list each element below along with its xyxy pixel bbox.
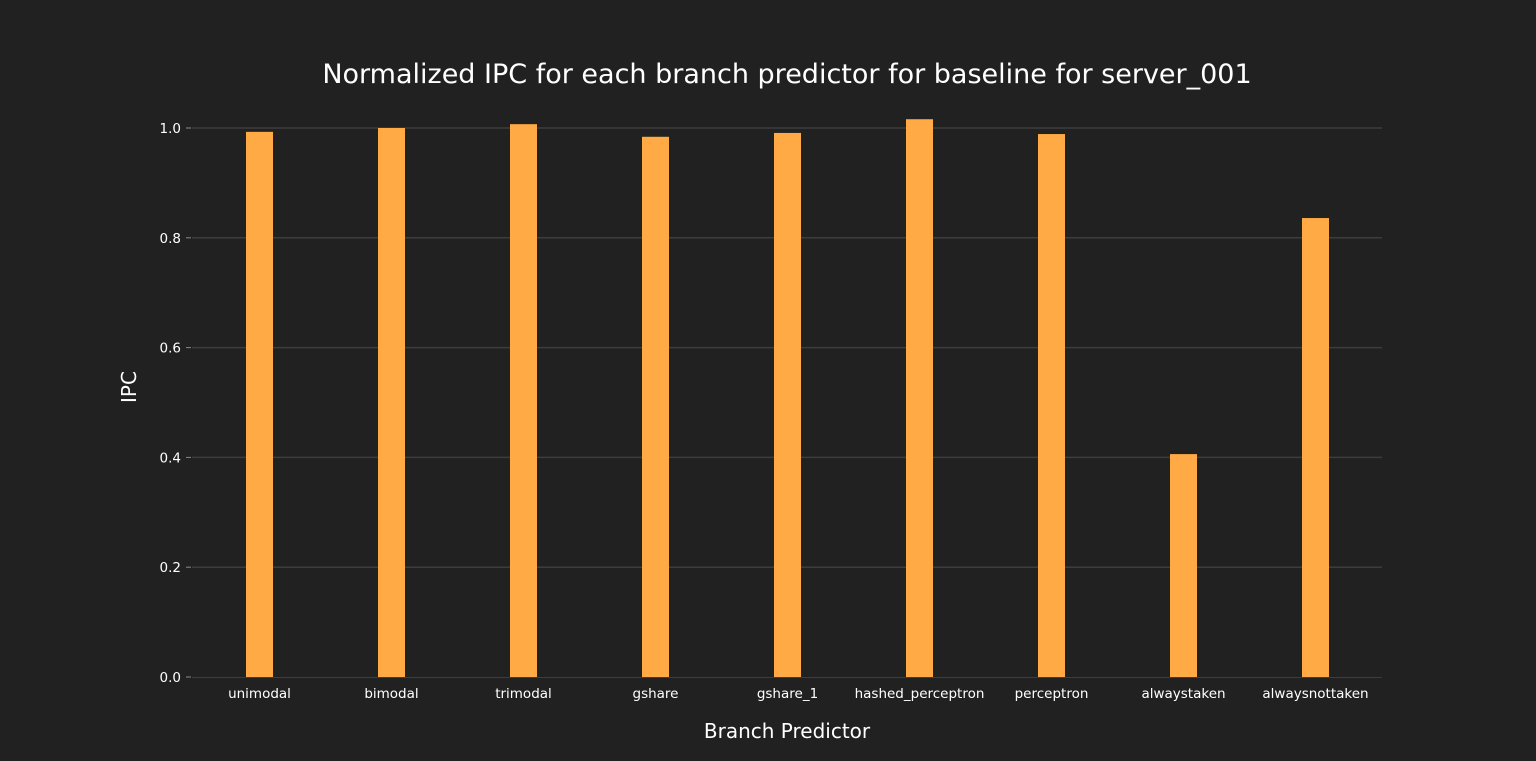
bar-hashed_perceptron xyxy=(906,119,933,677)
bar-perceptron xyxy=(1038,134,1065,677)
bar-alwaystaken xyxy=(1170,454,1197,677)
bars xyxy=(246,119,1329,678)
y-tick-label: 0.4 xyxy=(160,450,181,466)
x-tick-label: hashed_perceptron xyxy=(855,686,985,702)
bar-alwaysnottaken xyxy=(1302,218,1329,677)
bar-trimodal xyxy=(510,124,537,678)
bar-bimodal xyxy=(378,128,405,677)
y-tick-label: 0.8 xyxy=(160,231,181,247)
bar-gshare_1 xyxy=(774,132,801,678)
x-axis-label: Branch Predictor xyxy=(704,719,871,743)
y-tick-label: 1.0 xyxy=(160,121,181,137)
x-tick-label: alwaysnottaken xyxy=(1262,686,1368,702)
x-axis-ticks: unimodal bimodal trimodal gshare gshare_1 has… xyxy=(228,686,1369,702)
bar-gshare xyxy=(642,136,669,677)
y-axis-label: IPC xyxy=(117,371,141,403)
x-tick-label: perceptron xyxy=(1015,686,1089,702)
x-tick-label: gshare xyxy=(633,686,679,702)
chart-title: Normalized IPC for each branch predictor… xyxy=(322,59,1251,90)
y-tick-label: 0.2 xyxy=(160,560,181,576)
y-tick-label: 0.6 xyxy=(160,341,181,357)
y-tick-label: 0.0 xyxy=(160,670,181,686)
x-tick-label: alwaystaken xyxy=(1141,686,1225,702)
x-tick-label: unimodal xyxy=(228,686,291,702)
x-tick-label: trimodal xyxy=(495,686,552,702)
bar-unimodal xyxy=(246,131,273,677)
x-tick-label: bimodal xyxy=(364,686,418,702)
x-tick-label: gshare_1 xyxy=(757,686,818,702)
y-axis-ticks: 0.0 0.2 0.4 0.6 0.8 1.0 xyxy=(160,121,191,686)
